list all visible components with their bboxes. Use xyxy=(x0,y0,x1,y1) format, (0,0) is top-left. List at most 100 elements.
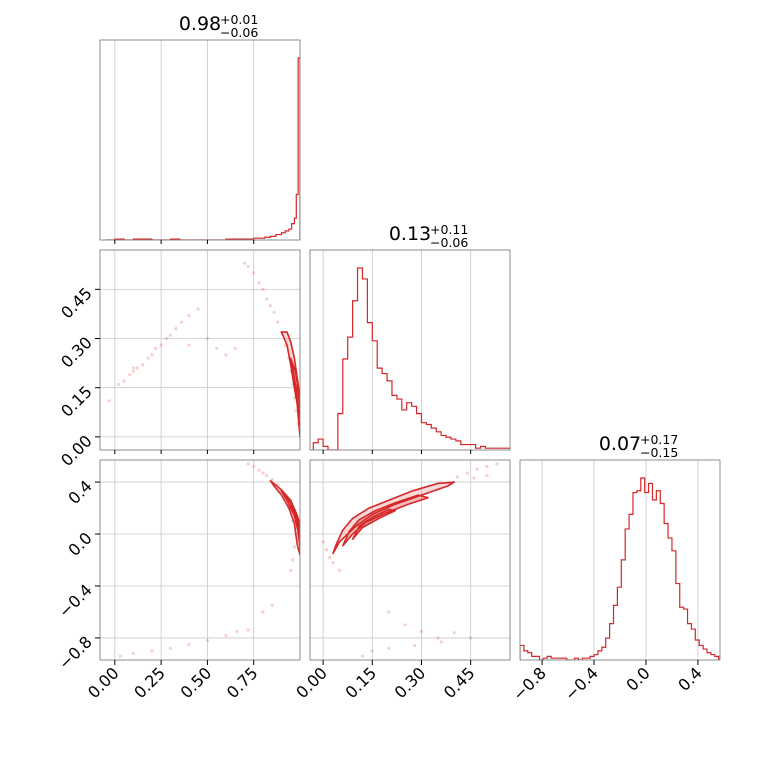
y-tick-label: −0.4 xyxy=(55,580,96,621)
sample-point xyxy=(261,471,265,475)
y-tick-label: 0.30 xyxy=(57,333,96,372)
histogram-series xyxy=(312,267,510,450)
panel-title: 0.98 xyxy=(179,13,221,35)
sample-point xyxy=(321,540,325,544)
y-tick-label: 0.4 xyxy=(64,476,95,507)
sample-point xyxy=(261,610,265,614)
title-plus-error: +0.11 xyxy=(430,222,468,237)
sample-point xyxy=(331,560,335,565)
sample-point xyxy=(107,399,111,403)
y-tick-label: 0.15 xyxy=(57,382,96,421)
sample-point xyxy=(168,646,172,650)
y-tick-label: 0.00 xyxy=(57,431,96,470)
panel-background xyxy=(310,250,510,450)
sample-point xyxy=(403,623,407,627)
title-plus-error: +0.17 xyxy=(640,432,678,447)
sample-point xyxy=(360,654,365,658)
sample-point xyxy=(131,369,135,373)
histogram-series xyxy=(105,57,300,240)
scatter-series xyxy=(107,261,300,438)
sample-point xyxy=(472,476,476,480)
panel-background xyxy=(310,460,510,660)
panel-r2c1 xyxy=(309,459,511,661)
panel-background xyxy=(520,460,720,660)
panel-background xyxy=(100,460,300,660)
scatter-series xyxy=(321,462,499,658)
title-value: 0.98 xyxy=(179,13,221,35)
sample-point xyxy=(465,471,469,475)
sample-point xyxy=(153,346,158,350)
x-tick-label: 0.4 xyxy=(674,663,705,694)
sample-point xyxy=(140,363,145,367)
sample-point xyxy=(495,462,499,466)
density-contour xyxy=(332,481,456,555)
scatter-series xyxy=(118,462,300,658)
x-tick-label: 0.0 xyxy=(622,663,653,694)
sample-point xyxy=(419,629,424,634)
sample-point xyxy=(116,382,121,387)
sample-point xyxy=(122,379,126,383)
density-contour xyxy=(294,383,300,422)
sample-point xyxy=(413,644,417,648)
panel-diag-2: 0.07+0.17−0.15 xyxy=(519,432,721,661)
sample-point xyxy=(257,468,261,472)
y-tick-label: 0.0 xyxy=(64,528,95,559)
sample-point xyxy=(205,638,210,643)
sample-point xyxy=(246,264,250,268)
sample-point xyxy=(179,320,184,324)
title-plus-error: +0.01 xyxy=(220,12,258,27)
sample-point xyxy=(128,372,132,377)
panel-title: 0.13 xyxy=(389,223,431,245)
sample-point xyxy=(187,313,191,318)
sample-point xyxy=(252,464,256,469)
sample-point xyxy=(485,473,489,478)
sample-point xyxy=(370,649,374,653)
sample-point xyxy=(150,353,154,357)
panel-background xyxy=(100,40,300,240)
sample-point xyxy=(246,462,250,466)
panel-title: 0.07 xyxy=(599,433,641,455)
sample-point xyxy=(270,603,274,608)
sample-point xyxy=(328,555,332,560)
histogram-step-line xyxy=(312,267,510,450)
sample-point xyxy=(276,320,280,324)
sample-point xyxy=(452,631,456,635)
panel-r1c0 xyxy=(99,249,301,451)
x-tick-label: 0.15 xyxy=(341,663,380,702)
panel-border xyxy=(99,39,301,241)
sample-point xyxy=(224,353,228,357)
sample-point xyxy=(131,651,135,656)
sample-point xyxy=(224,633,228,637)
sample-point xyxy=(261,287,265,291)
x-tick-label: 0.45 xyxy=(440,663,479,702)
x-tick-label: 0.50 xyxy=(177,663,216,702)
density-contour xyxy=(351,508,396,540)
sample-point xyxy=(235,629,239,634)
y-tick-label: −0.8 xyxy=(55,632,96,673)
sample-point xyxy=(215,346,219,350)
panel-diag-0: 0.98+0.01−0.06 xyxy=(99,12,301,241)
sample-point xyxy=(159,343,163,347)
sample-point xyxy=(242,261,247,265)
sample-point xyxy=(257,281,261,285)
sample-point xyxy=(439,640,443,644)
panel-background xyxy=(100,250,300,450)
histogram-series xyxy=(520,477,720,660)
title-minus-error: −0.06 xyxy=(430,235,468,250)
title-minus-error: −0.06 xyxy=(220,25,258,40)
x-tick-label: 0.00 xyxy=(84,663,123,702)
sample-point xyxy=(205,336,210,341)
sample-point xyxy=(289,568,293,572)
panel-border xyxy=(309,249,511,451)
sample-point xyxy=(290,558,295,562)
x-tick-label: −0.4 xyxy=(561,663,602,704)
sample-point xyxy=(270,477,274,482)
panel-border xyxy=(519,459,721,661)
histogram-step-line xyxy=(520,477,720,660)
sample-point xyxy=(324,548,328,552)
panel-border xyxy=(99,459,301,661)
title-value: 0.07 xyxy=(599,433,641,455)
title-value: 0.13 xyxy=(389,223,431,245)
